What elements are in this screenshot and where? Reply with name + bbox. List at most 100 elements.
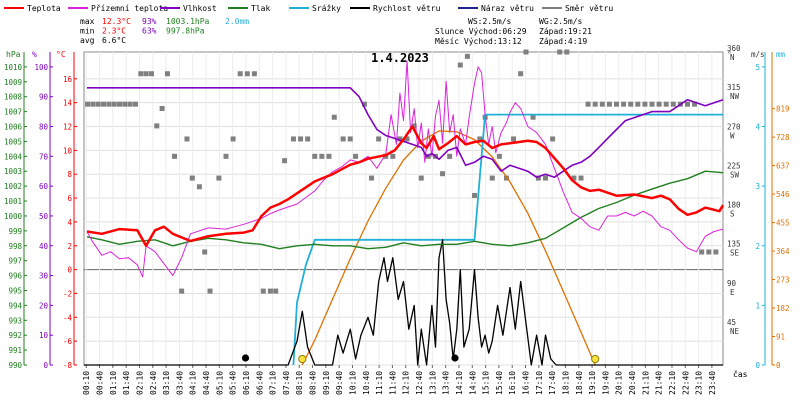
wind-tick-label: 4 bbox=[755, 123, 760, 132]
wind-direction-point bbox=[216, 175, 222, 181]
wind-tick-label: 2 bbox=[755, 242, 760, 251]
wind-gust-text: WG:2.5m/s bbox=[539, 17, 583, 26]
wind-direction-point bbox=[425, 153, 431, 159]
celsius-tick-label: 16 bbox=[63, 75, 73, 84]
legend-label: Přízemní teplota bbox=[91, 4, 168, 13]
direction-tick-compass: SW bbox=[730, 170, 740, 179]
wind-direction-point bbox=[179, 288, 185, 294]
wind-direction-point bbox=[260, 288, 266, 294]
wind-direction-point bbox=[154, 123, 160, 129]
wind-direction-point bbox=[127, 101, 133, 107]
x-tick-label: 05:10 bbox=[215, 371, 224, 395]
legend-label: Tlak bbox=[251, 4, 270, 13]
wind-direction-point bbox=[326, 153, 332, 159]
direction-tick-label: 90 bbox=[727, 279, 737, 288]
solar-tick-label: 819 bbox=[776, 105, 790, 114]
wind-direction-point bbox=[503, 175, 509, 181]
wind-direction-point bbox=[273, 288, 279, 294]
wind-direction-point bbox=[447, 153, 453, 159]
hpa-tick-label: 1002 bbox=[4, 182, 22, 191]
x-tick-label: 12:40 bbox=[415, 371, 424, 395]
solar-tick-label: 91 bbox=[776, 333, 785, 342]
wind-direction-point bbox=[692, 101, 698, 107]
hpa-tick-label: 1001 bbox=[4, 197, 22, 206]
solar-tick-label: 546 bbox=[776, 190, 790, 199]
wind-direction-point bbox=[518, 71, 524, 77]
x-tick-label: 05:40 bbox=[229, 371, 238, 395]
wind-direction-point bbox=[312, 153, 318, 159]
wind-direction-point bbox=[404, 136, 410, 142]
direction-axis-title: ° bbox=[727, 50, 732, 59]
wind-direction-point bbox=[411, 123, 417, 129]
hpa-tick-label: 1000 bbox=[4, 212, 23, 221]
x-tick-label: 16:40 bbox=[522, 371, 531, 395]
wind-direction-point bbox=[361, 101, 367, 107]
stats-min-pressure: 997.8hPa bbox=[166, 27, 205, 36]
hpa-tick-label: 1003 bbox=[4, 167, 22, 176]
x-tick-label: 21:40 bbox=[655, 371, 664, 395]
x-tick-label: 08:40 bbox=[309, 371, 318, 395]
wind-direction-point bbox=[628, 101, 634, 107]
wind-direction-point bbox=[347, 136, 353, 142]
wind-direction-point bbox=[523, 49, 529, 55]
wind-direction-point bbox=[578, 175, 584, 181]
stats-min-humidity: 63% bbox=[142, 27, 157, 36]
percent-tick-label: 10 bbox=[39, 331, 49, 340]
wind-direction-point bbox=[564, 49, 570, 55]
wind-direction-point bbox=[663, 101, 669, 107]
wind-direction-point bbox=[585, 101, 591, 107]
moon-marker bbox=[451, 354, 459, 362]
x-tick-label: 09:40 bbox=[335, 371, 344, 395]
wind-direction-point bbox=[319, 153, 325, 159]
rain-axis-title: mm bbox=[776, 50, 786, 59]
wind-direction-point bbox=[111, 101, 117, 107]
wind-direction-point bbox=[90, 101, 96, 107]
wind-direction-point bbox=[172, 153, 178, 159]
wind-direction-point bbox=[464, 53, 470, 59]
direction-tick-label: 315 bbox=[727, 83, 741, 92]
legend-label: Rychlost větru bbox=[373, 4, 441, 13]
stats-max-label: max bbox=[80, 17, 95, 26]
celsius-tick-label: 12 bbox=[63, 123, 72, 132]
x-tick-label: 06:40 bbox=[255, 371, 264, 395]
legend-label: Směr větru bbox=[565, 4, 613, 13]
x-tick-label: 17:10 bbox=[535, 371, 544, 395]
hpa-tick-label: 1009 bbox=[4, 78, 22, 87]
direction-tick-compass: E bbox=[730, 288, 735, 297]
legend-label: Teplota bbox=[27, 4, 61, 13]
series-line-4 bbox=[292, 113, 723, 366]
stats-max-pressure: 1003.1hPa bbox=[166, 17, 210, 26]
celsius-tick-label: -2 bbox=[63, 289, 72, 298]
wind-tick-label: 5 bbox=[755, 63, 760, 72]
x-tick-label: 15:10 bbox=[482, 371, 491, 395]
celsius-tick-label: 2 bbox=[67, 242, 72, 251]
hpa-tick-label: 994 bbox=[8, 301, 22, 310]
wind-direction-point bbox=[496, 153, 502, 159]
solar-tick-label: 182 bbox=[776, 304, 790, 313]
wind-direction-point bbox=[196, 184, 202, 190]
wind-direction-point bbox=[530, 114, 536, 120]
chart-title: 1.4.2023 bbox=[371, 51, 429, 65]
wind-direction-point bbox=[202, 249, 208, 255]
x-tick-label: 19:10 bbox=[588, 371, 597, 395]
direction-tick-label: 225 bbox=[727, 161, 741, 170]
wind-direction-point bbox=[649, 101, 655, 107]
x-tick-label: 09:10 bbox=[322, 371, 331, 395]
x-tick-label: 12:10 bbox=[402, 371, 411, 395]
percent-tick-label: 50 bbox=[39, 212, 49, 221]
wind-direction-point bbox=[353, 153, 359, 159]
wind-direction-point bbox=[706, 249, 712, 255]
stats-max-temp: 12.3°C bbox=[102, 17, 131, 26]
solar-tick-label: 364 bbox=[776, 247, 790, 256]
x-tick-label: 20:10 bbox=[615, 371, 624, 395]
sun-marker bbox=[591, 354, 600, 364]
wind-direction-point bbox=[101, 101, 107, 107]
x-tick-label: 00:40 bbox=[96, 371, 105, 395]
wind-direction-point bbox=[305, 136, 311, 142]
percent-tick-label: 30 bbox=[39, 272, 49, 281]
x-tick-label: 10:10 bbox=[348, 371, 357, 395]
wind-direction-point bbox=[331, 114, 337, 120]
wind-direction-point bbox=[244, 71, 250, 77]
wind-direction-point bbox=[159, 106, 165, 112]
x-tick-label: 13:10 bbox=[428, 371, 437, 395]
